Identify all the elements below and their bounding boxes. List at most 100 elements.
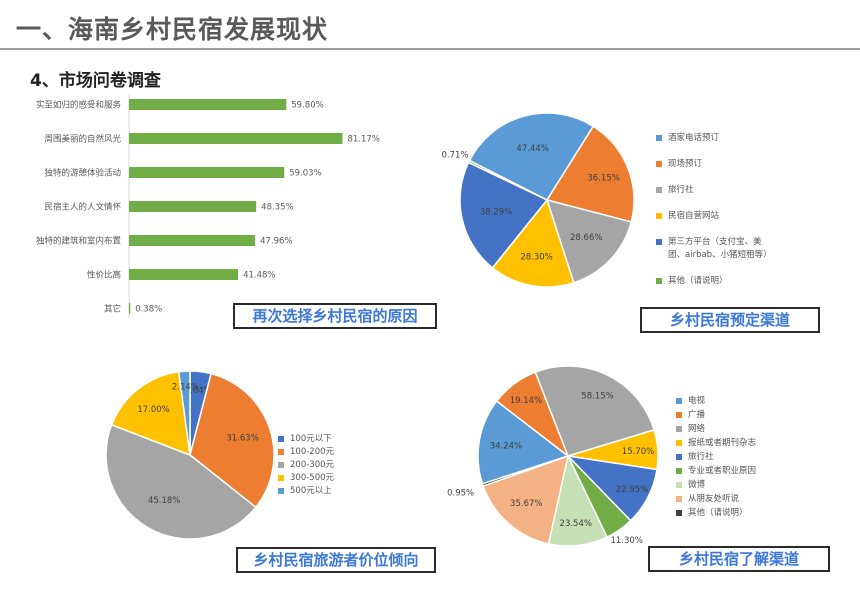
legend-swatch <box>676 412 682 418</box>
legend-label: 从朋友处听说 <box>688 494 740 504</box>
legend-swatch <box>278 436 284 442</box>
bar-category-label: 独特的游憩体验活动 <box>44 168 121 179</box>
price-pie-value-label: 31.63% <box>226 433 258 443</box>
title-divider <box>0 48 860 50</box>
info-pie-value-label: 19.14% <box>510 396 542 406</box>
caption-booking-channels: 乡村民宿预定渠道 <box>640 307 820 333</box>
bar <box>129 201 257 212</box>
legend-item: 微博 <box>676 479 756 492</box>
caption-price-preference: 乡村民宿旅游者价位倾向 <box>236 547 436 573</box>
bar-value-label: 48.35% <box>261 203 293 213</box>
legend-swatch <box>676 510 682 516</box>
price-pie-value-label: 45.18% <box>148 496 180 506</box>
legend-swatch <box>656 187 662 193</box>
legend-swatch <box>278 475 284 481</box>
legend-item: 电视 <box>676 395 756 408</box>
legend-label: 酒家电话预订 <box>668 133 720 143</box>
bar <box>129 133 343 144</box>
bar-category-label: 实至如归的感受和服务 <box>36 100 122 111</box>
legend-item: 100元以下 <box>278 433 334 446</box>
legend-label: 微博 <box>688 480 706 490</box>
legend-label: 100-200元 <box>290 447 335 457</box>
legend-item: 其他（请说明） <box>676 507 756 520</box>
booking-pie-value-label: 38.29% <box>480 208 512 218</box>
info-pie-slice <box>534 365 656 457</box>
info-pie-value-label: 22.95% <box>616 485 648 495</box>
info-pie-value-label: 15.70% <box>622 447 654 457</box>
legend-label: 第三方平台（支付宝、美 团、airbab、小猪短租等） <box>668 237 772 260</box>
price-pie-slice <box>110 370 191 457</box>
booking-pie-value-label: 28.30% <box>520 252 552 262</box>
price-pie-slice <box>177 370 191 456</box>
legend-info-channels: 电视广播网络报纸或者期刊杂志 旅行社专业或者职业原因 微博从朋友处听说 其他（请说明） <box>676 395 756 521</box>
booking-pie-value-label: 28.66% <box>570 233 602 243</box>
legend-swatch <box>676 496 682 502</box>
legend-item: 广播 <box>676 409 756 422</box>
bar-category-label: 民宿主人的人文情怀 <box>44 202 121 213</box>
bar <box>129 99 287 110</box>
legend-item: 旅行社 <box>656 184 772 197</box>
price-pie-value-label: 17.00% <box>137 405 169 415</box>
price-pie-value-label: 2.14% <box>172 382 199 392</box>
booking-pie-value-label: 36.15% <box>587 174 619 184</box>
info-pie-slice <box>481 455 569 488</box>
info-pie-value-label: 23.54% <box>560 519 592 529</box>
bar-value-label: 0.38% <box>135 305 162 315</box>
legend-item: 专业或者职业原因 <box>676 465 756 478</box>
legend-booking-channels: 酒家电话预订 现场预订 旅行社 民宿自营网站 第三方平台（支付宝、美 团、airbab、小… <box>656 132 772 301</box>
booking-pie-slice <box>545 198 633 284</box>
price-pie-value-label: 4.04% <box>185 386 212 396</box>
legend-swatch <box>676 482 682 488</box>
info-pie-value-label: 58.15% <box>581 391 613 401</box>
legend-label: 旅行社 <box>688 452 714 462</box>
legend-label: 其他（请说明） <box>688 508 748 518</box>
legend-swatch <box>676 426 682 432</box>
booking-pie-value-label: 47.44% <box>516 144 548 154</box>
legend-label: 其他（请说明） <box>668 276 728 286</box>
legend-label: 专业或者职业原因 <box>688 466 757 476</box>
booking-pie-slice <box>545 125 635 223</box>
price-pie-slice <box>189 372 275 509</box>
legend-item: 网络 <box>676 423 756 436</box>
legend-label: 500元以上 <box>290 486 332 496</box>
legend-item: 其他（请说明） <box>656 275 772 288</box>
info-pie-value-label: 11.30% <box>610 536 642 546</box>
legend-label: 300-500元 <box>290 473 335 483</box>
legend-label: 报纸或者期刊杂志 <box>688 438 757 448</box>
page-title: 一、海南乡村民宿发展现状 <box>16 15 329 44</box>
legend-swatch <box>278 488 284 494</box>
legend-item: 民宿自营网站 <box>656 210 772 223</box>
caption-info-channels: 乡村民宿了解渠道 <box>648 546 830 572</box>
bar-value-label: 59.80% <box>291 101 323 111</box>
legend-item: 第三方平台（支付宝、美 团、airbab、小猪短租等） <box>656 236 772 262</box>
booking-pie-slice <box>459 161 549 269</box>
bar-category-label: 性价比高 <box>87 270 121 281</box>
price-pie-slice <box>105 423 257 540</box>
legend-swatch <box>676 398 682 404</box>
info-pie-value-label: 35.67% <box>510 499 542 509</box>
legend-label: 100元以下 <box>290 434 332 444</box>
info-pie-value-label: 34.24% <box>490 441 522 451</box>
legend-label: 广播 <box>688 410 706 420</box>
booking-pie-slice <box>467 159 548 201</box>
legend-label: 旅行社 <box>668 185 694 195</box>
legend-price-preference: 100元以下 100-200元 200-300元 300-500元 500元以上 <box>278 433 334 498</box>
legend-label: 200-300元 <box>290 460 335 470</box>
bar <box>129 303 131 314</box>
legend-swatch <box>656 161 662 167</box>
bar-value-label: 47.96% <box>260 237 292 247</box>
legend-swatch <box>278 462 284 468</box>
legend-item: 100-200元 <box>278 446 334 459</box>
legend-label: 电视 <box>688 396 706 406</box>
section-title: 4、市场问卷调查 <box>30 71 161 91</box>
booking-pie-slice <box>468 112 595 201</box>
legend-swatch <box>278 449 284 455</box>
legend-item: 报纸或者期刊杂志 <box>676 437 756 450</box>
legend-swatch <box>656 239 662 245</box>
legend-swatch <box>656 135 662 141</box>
bar-value-label: 41.48% <box>243 271 275 281</box>
info-pie-value-label: 0.95% <box>447 488 474 498</box>
bar-category-label: 独特的建筑和室内布置 <box>36 236 122 247</box>
legend-swatch <box>676 440 682 446</box>
legend-swatch <box>676 454 682 460</box>
